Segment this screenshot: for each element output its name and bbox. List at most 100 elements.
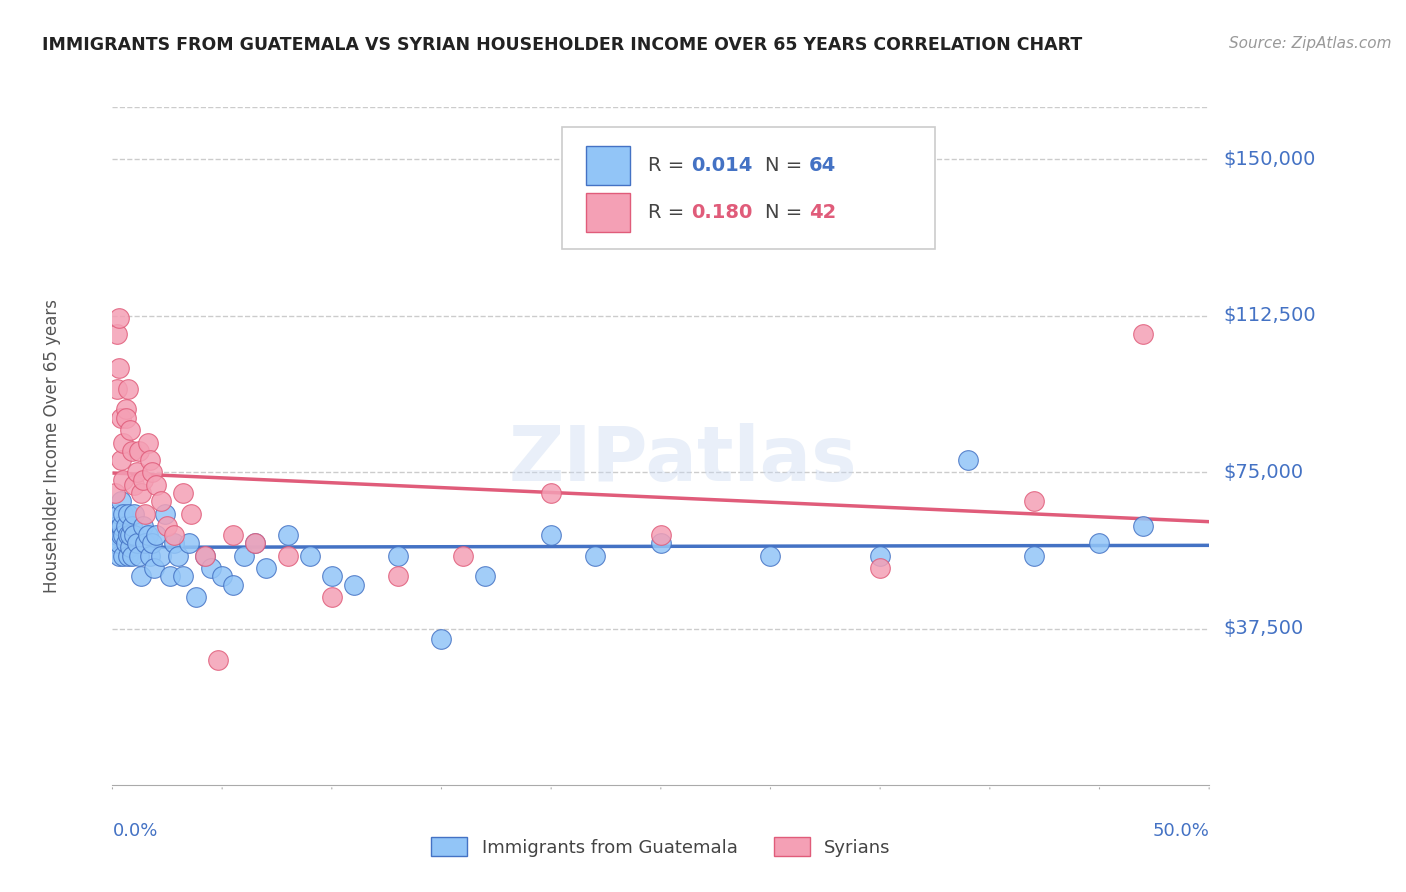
Point <box>129 486 152 500</box>
Point <box>124 527 146 541</box>
Text: R =: R = <box>648 203 690 222</box>
Point <box>172 569 194 583</box>
Point <box>387 569 409 583</box>
Point <box>108 549 131 563</box>
Point <box>453 549 475 563</box>
Point <box>105 527 128 541</box>
Point <box>118 423 141 437</box>
Point <box>117 527 139 541</box>
Point <box>110 452 132 467</box>
Point <box>540 527 562 541</box>
Point <box>430 632 453 646</box>
Point <box>136 435 159 450</box>
Text: N =: N = <box>765 156 808 175</box>
Point <box>869 549 891 563</box>
Point <box>759 549 782 563</box>
Point <box>321 591 343 605</box>
Text: 0.014: 0.014 <box>692 156 752 175</box>
Text: $150,000: $150,000 <box>1223 150 1316 169</box>
Point <box>145 527 167 541</box>
Point <box>1132 327 1154 342</box>
Point <box>104 486 127 500</box>
Point <box>583 549 606 563</box>
FancyBboxPatch shape <box>562 128 935 250</box>
Point <box>1132 519 1154 533</box>
Point <box>136 527 159 541</box>
Point <box>194 549 217 563</box>
FancyBboxPatch shape <box>586 145 630 185</box>
Point <box>184 591 207 605</box>
Point <box>1088 536 1111 550</box>
Point <box>277 527 299 541</box>
Point <box>956 452 979 467</box>
Point <box>110 410 132 425</box>
Point <box>110 527 132 541</box>
Point <box>112 474 135 488</box>
Text: R =: R = <box>648 156 690 175</box>
Point <box>243 536 266 550</box>
Point <box>110 494 132 508</box>
Point <box>108 507 131 521</box>
Point <box>254 561 277 575</box>
Point <box>118 540 141 554</box>
Point <box>114 410 136 425</box>
Point <box>474 569 496 583</box>
Point <box>108 536 131 550</box>
Point <box>121 549 143 563</box>
Point <box>1022 494 1045 508</box>
Point <box>118 527 141 541</box>
Point <box>149 549 172 563</box>
Point <box>124 477 146 491</box>
Point <box>163 527 186 541</box>
Point <box>104 536 127 550</box>
Point <box>141 465 163 479</box>
Point <box>207 653 229 667</box>
Point <box>132 519 155 533</box>
Point <box>167 549 190 563</box>
Point <box>105 519 128 533</box>
Point <box>117 382 139 396</box>
Point <box>139 452 162 467</box>
Point <box>112 549 135 563</box>
Text: IMMIGRANTS FROM GUATEMALA VS SYRIAN HOUSEHOLDER INCOME OVER 65 YEARS CORRELATION: IMMIGRANTS FROM GUATEMALA VS SYRIAN HOUS… <box>42 36 1083 54</box>
Text: 0.180: 0.180 <box>692 203 752 222</box>
Text: $112,500: $112,500 <box>1223 306 1316 325</box>
Point <box>110 519 132 533</box>
Point <box>134 536 156 550</box>
Point <box>387 549 409 563</box>
Point <box>112 527 135 541</box>
Point <box>1022 549 1045 563</box>
Point <box>114 402 136 417</box>
Point <box>121 444 143 458</box>
Point <box>112 435 135 450</box>
Point <box>233 549 256 563</box>
Point <box>156 519 179 533</box>
Point <box>134 507 156 521</box>
Text: N =: N = <box>765 203 808 222</box>
Point <box>129 569 152 583</box>
Point <box>128 444 150 458</box>
Point <box>124 507 146 521</box>
Point <box>128 549 150 563</box>
Text: ZIPatlas: ZIPatlas <box>509 423 858 497</box>
Point <box>149 494 172 508</box>
Point <box>141 536 163 550</box>
Point <box>112 507 135 521</box>
Text: Source: ZipAtlas.com: Source: ZipAtlas.com <box>1229 36 1392 51</box>
Point <box>243 536 266 550</box>
Text: 64: 64 <box>808 156 837 175</box>
Point <box>108 360 131 375</box>
Point <box>145 477 167 491</box>
Point <box>172 486 194 500</box>
Point <box>343 578 366 592</box>
Point <box>179 536 201 550</box>
Point <box>277 549 299 563</box>
Text: 42: 42 <box>808 203 837 222</box>
Legend: Immigrants from Guatemala, Syrians: Immigrants from Guatemala, Syrians <box>423 830 898 864</box>
Point <box>869 561 891 575</box>
Point <box>114 536 136 550</box>
Point <box>125 465 148 479</box>
Point <box>200 561 222 575</box>
Point <box>139 549 162 563</box>
Point <box>321 569 343 583</box>
